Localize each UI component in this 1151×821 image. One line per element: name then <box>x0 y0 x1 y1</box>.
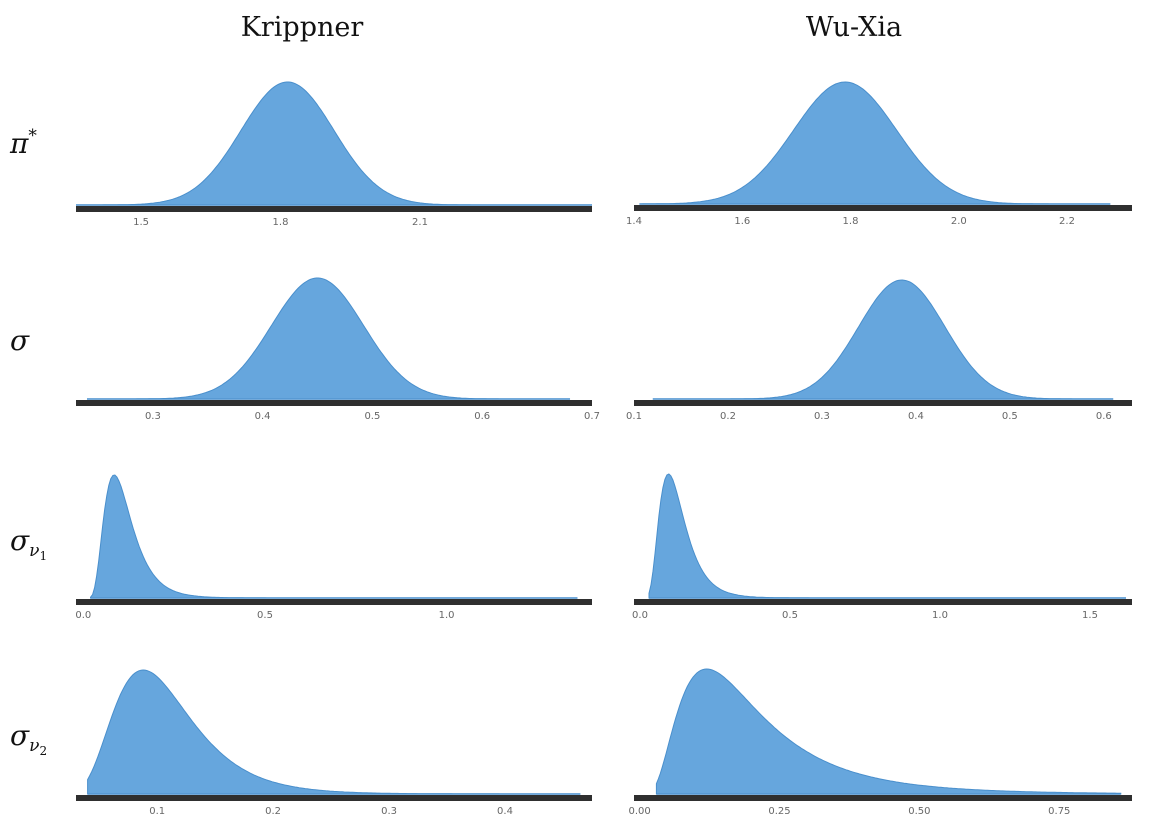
density-area <box>648 473 1126 599</box>
x-tick-label: 0.25 <box>768 806 790 817</box>
x-axis-bar <box>634 795 1132 801</box>
x-tick-label: 0.3 <box>814 411 830 422</box>
x-tick-label: 0.4 <box>908 411 924 422</box>
row-label-sigma-nu2: σν2 <box>10 719 47 758</box>
x-tick-label: 0.75 <box>1048 806 1070 817</box>
x-tick-label: 1.4 <box>626 216 642 227</box>
x-tick-label: 0.50 <box>908 806 930 817</box>
x-tick-label: 0.4 <box>497 806 513 817</box>
density-area <box>76 81 592 206</box>
x-tick-label: 0.3 <box>381 806 397 817</box>
x-tick-label: 0.00 <box>628 806 650 817</box>
density-area <box>652 279 1114 400</box>
x-tick-label: 0.5 <box>1002 411 1018 422</box>
x-axis-bar <box>634 599 1132 605</box>
density-area <box>87 277 570 400</box>
x-tick-label: 0.4 <box>255 411 271 422</box>
x-tick-label: 0.0 <box>75 610 91 621</box>
x-tick-label: 0.7 <box>584 411 600 422</box>
x-tick-label: 2.2 <box>1059 216 1075 227</box>
x-tick-label: 0.2 <box>720 411 736 422</box>
row-label-sigma-nu1: σν1 <box>10 524 47 563</box>
x-tick-label: 0.0 <box>632 610 648 621</box>
x-tick-label: 0.5 <box>364 411 380 422</box>
density-area <box>90 474 578 599</box>
panel-7: 0.1 0.2 0.3 0.4 <box>76 669 592 817</box>
panel-2: 1.4 1.6 1.8 2.0 2.2 <box>626 81 1132 227</box>
panel-1: 1.5 1.8 2.1 <box>76 81 592 228</box>
panel-3: 0.3 0.4 0.5 0.6 0.7 <box>76 277 600 422</box>
x-tick-label: 0.1 <box>149 806 165 817</box>
x-tick-label: 1.8 <box>273 217 289 228</box>
x-axis-bar <box>76 400 592 406</box>
x-tick-label: 1.5 <box>133 217 149 228</box>
x-tick-label: 1.0 <box>439 610 455 621</box>
x-tick-label: 1.6 <box>734 216 750 227</box>
x-tick-label: 1.8 <box>843 216 859 227</box>
density-area <box>87 669 581 795</box>
x-tick-label: 0.6 <box>474 411 490 422</box>
x-axis-bar <box>76 206 592 212</box>
panel-5: 0.0 0.5 1.0 <box>75 474 592 621</box>
density-area <box>639 81 1111 205</box>
x-axis-bar <box>76 599 592 605</box>
row-label-pi-star: π* <box>9 126 37 160</box>
column-title-wu-xia: Wu-Xia <box>806 12 902 43</box>
panel-4: 0.1 0.2 0.3 0.4 0.5 0.6 <box>626 279 1132 422</box>
row-label-sigma: σ <box>10 324 30 357</box>
x-tick-label: 0.6 <box>1096 411 1112 422</box>
x-tick-label: 1.0 <box>932 610 948 621</box>
density-area <box>655 668 1122 795</box>
x-tick-label: 0.1 <box>626 411 642 422</box>
column-title-krippner: Krippner <box>241 12 364 43</box>
panel-6: 0.0 0.5 1.0 1.5 <box>632 473 1132 621</box>
panel-8: 0.00 0.25 0.50 0.75 <box>628 668 1132 817</box>
x-tick-label: 2.0 <box>951 216 967 227</box>
density-panels: 1.5 1.8 2.1 1.4 1.6 1.8 2.0 2.20.3 0.4 0.5 0.6 0.7 0… <box>75 81 1132 817</box>
x-tick-label: 0.5 <box>782 610 798 621</box>
x-axis-bar <box>76 795 592 801</box>
x-tick-label: 0.5 <box>257 610 273 621</box>
x-tick-label: 1.5 <box>1082 610 1098 621</box>
x-axis-bar <box>634 205 1132 211</box>
x-axis-bar <box>634 400 1132 406</box>
x-tick-label: 0.3 <box>145 411 161 422</box>
x-tick-label: 0.2 <box>265 806 281 817</box>
x-tick-label: 2.1 <box>412 217 428 228</box>
